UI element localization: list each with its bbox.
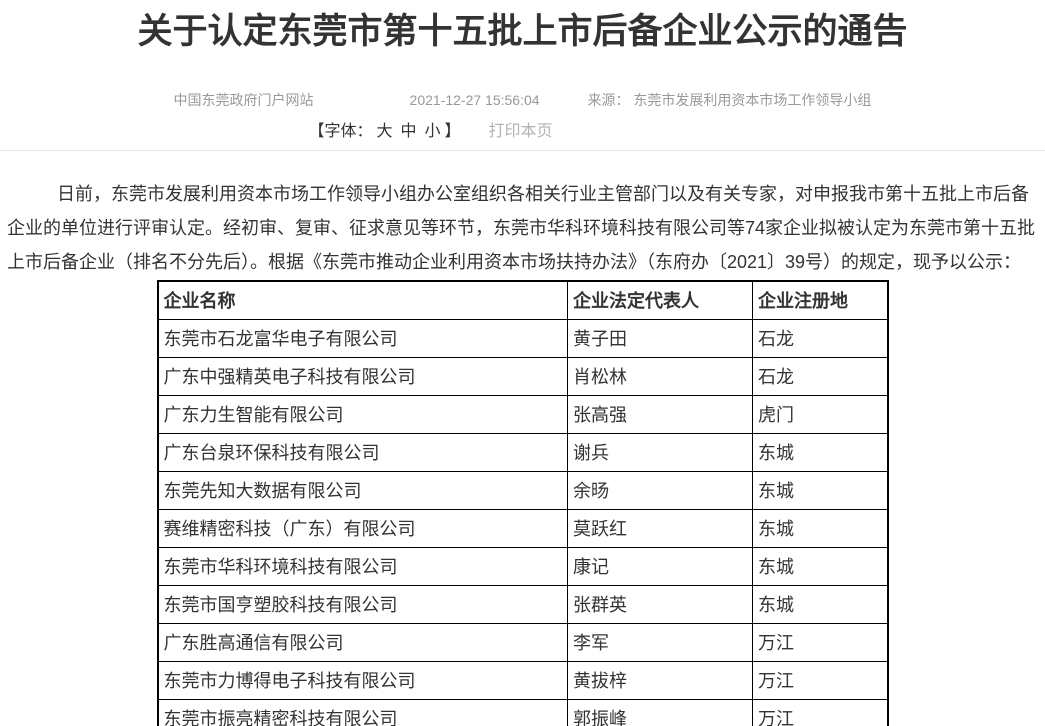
company-name-cell: 东莞先知大数据有限公司 [157, 470, 568, 510]
table-row: 东莞先知大数据有限公司 余旸 东城 [157, 470, 888, 510]
table-row: 东莞市振亮精密科技有限公司 郭振峰 万江 [157, 698, 888, 726]
location-cell: 东城 [752, 546, 888, 586]
representative-cell: 余旸 [567, 470, 753, 510]
font-size-label: 【字体： [308, 123, 373, 140]
representative-cell: 康记 [567, 546, 753, 586]
company-table-head: 企业名称 企业法定代表人 企业注册地 [157, 280, 888, 320]
company-table-body: 东莞市石龙富华电子有限公司 黄子田 石龙 广东中强精英电子科技有限公司 肖松林 石龙 广东力… [157, 318, 888, 726]
table-row: 东莞市国亨塑胶科技有限公司 张群英 东城 [157, 584, 888, 624]
location-cell: 东城 [752, 508, 888, 548]
company-table: 企业名称 企业法定代表人 企业注册地 东莞市石龙富华电子有限公司 黄子田 石龙 广东中… [156, 280, 889, 726]
location-cell: 东城 [752, 432, 888, 472]
table-row: 东莞市石龙富华电子有限公司 黄子田 石龙 [157, 318, 888, 358]
location-cell: 石龙 [752, 318, 888, 358]
representative-cell: 黄子田 [567, 318, 753, 358]
location-cell: 万江 [752, 622, 888, 662]
representative-cell: 李军 [567, 622, 753, 662]
company-name-cell: 东莞市华科环境科技有限公司 [157, 546, 568, 586]
representative-cell: 张群英 [567, 584, 753, 624]
company-name-cell: 广东胜高通信有限公司 [157, 622, 568, 662]
company-name-cell: 东莞市力博得电子科技有限公司 [157, 660, 568, 700]
source: 来源： 东莞市发展利用资本市场工作领导小组 [588, 92, 872, 109]
location-cell: 万江 [752, 660, 888, 700]
company-name-cell: 赛维精密科技（广东）有限公司 [157, 508, 568, 548]
toolbar: 【字体： 大 中 小 】 打印本页 [0, 122, 953, 141]
representative-cell: 张高强 [567, 394, 753, 434]
font-size-label-close: 】 [444, 123, 461, 140]
column-header-location: 企业注册地 [752, 280, 888, 320]
article-meta: 中国东莞政府门户网站 2021-12-27 15:56:04 来源： 东莞市发展… [0, 92, 1045, 109]
location-cell: 万江 [752, 698, 888, 726]
column-header-company-name: 企业名称 [157, 280, 568, 320]
table-row: 广东中强精英电子科技有限公司 肖松林 石龙 [157, 356, 888, 396]
table-row: 东莞市华科环境科技有限公司 康记 东城 [157, 546, 888, 586]
table-row: 广东力生智能有限公司 张高强 虎门 [157, 394, 888, 434]
table-row: 东莞市力博得电子科技有限公司 黄拔梓 万江 [157, 660, 888, 700]
company-name-cell: 广东力生智能有限公司 [157, 394, 568, 434]
page-title: 关于认定东莞市第十五批上市后备企业公示的通告 [137, 12, 908, 51]
location-cell: 虎门 [752, 394, 888, 434]
source-name: 东莞市发展利用资本市场工作领导小组 [633, 92, 872, 108]
font-size-medium-button[interactable]: 中 [400, 123, 417, 140]
header-divider [0, 150, 1045, 151]
article-paragraph: 日前，东莞市发展利用资本市场工作领导小组办公室组织各相关行业主管部门以及有关专家… [7, 184, 1036, 272]
company-name-cell: 东莞市国亨塑胶科技有限公司 [157, 584, 568, 624]
representative-cell: 谢兵 [567, 432, 753, 472]
font-size-control: 【字体： 大 中 小 】 [308, 122, 460, 141]
font-size-small-button[interactable]: 小 [424, 123, 441, 140]
company-name-cell: 广东台泉环保科技有限公司 [157, 432, 568, 472]
publish-time: 2021-12-27 15:56:04 [409, 92, 540, 108]
representative-cell: 黄拔梓 [567, 660, 753, 700]
article-body: 日前，东莞市发展利用资本市场工作领导小组办公室组织各相关行业主管部门以及有关专家… [0, 177, 1045, 726]
location-cell: 石龙 [752, 356, 888, 396]
table-row: 赛维精密科技（广东）有限公司 莫跃红 东城 [157, 508, 888, 548]
font-size-large-button[interactable]: 大 [376, 123, 393, 140]
column-header-representative: 企业法定代表人 [567, 280, 753, 320]
print-page-button[interactable]: 打印本页 [488, 123, 553, 140]
site-name: 中国东莞政府门户网站 [173, 92, 314, 108]
table-row: 广东胜高通信有限公司 李军 万江 [157, 622, 888, 662]
representative-cell: 郭振峰 [567, 698, 753, 726]
representative-cell: 莫跃红 [567, 508, 753, 548]
company-name-cell: 广东中强精英电子科技有限公司 [157, 356, 568, 396]
company-name-cell: 东莞市振亮精密科技有限公司 [157, 698, 568, 726]
header-row: 企业名称 企业法定代表人 企业注册地 [157, 280, 888, 320]
source-label: 来源： [587, 92, 630, 108]
location-cell: 东城 [752, 470, 888, 510]
location-cell: 东城 [752, 584, 888, 624]
table-row: 广东台泉环保科技有限公司 谢兵 东城 [157, 432, 888, 472]
company-name-cell: 东莞市石龙富华电子有限公司 [157, 318, 568, 358]
representative-cell: 肖松林 [567, 356, 753, 396]
